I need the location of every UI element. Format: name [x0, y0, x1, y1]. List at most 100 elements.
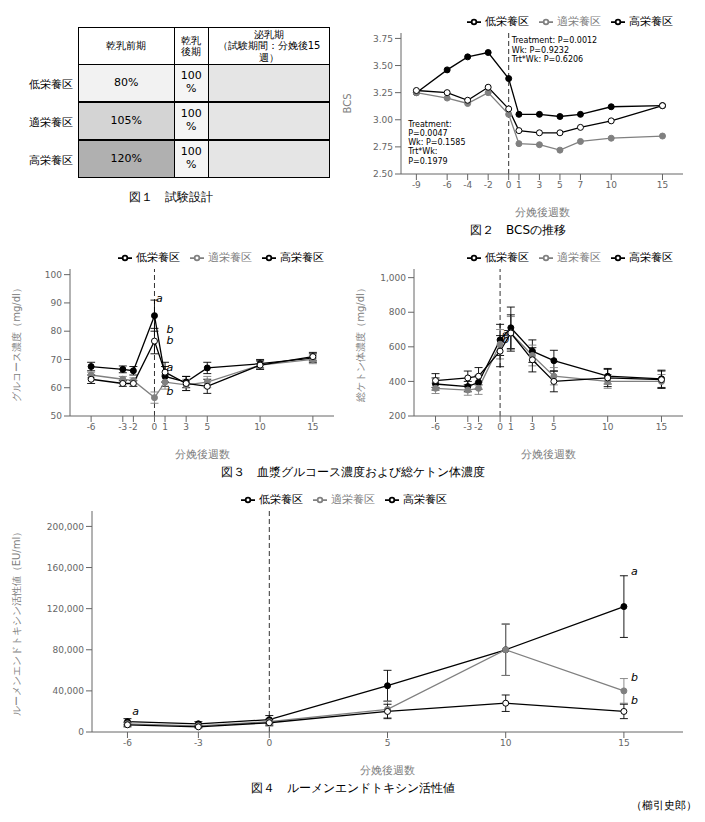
svg-text:-2: -2 [484, 180, 493, 190]
svg-text:0: 0 [497, 422, 503, 432]
svg-text:80: 80 [51, 326, 63, 336]
html-text:低栄養区: 低栄養区 [136, 251, 180, 264]
svg-text:分娩後週数: 分娩後週数 [360, 764, 415, 777]
svg-text:15: 15 [657, 180, 668, 190]
svg-text:3: 3 [183, 422, 189, 432]
svg-text:-3: -3 [118, 422, 127, 432]
svg-text:b: b [631, 694, 638, 707]
html-text:100 %: 100 % [180, 69, 202, 95]
svg-text:2.75: 2.75 [373, 142, 393, 152]
svg-text:3.25: 3.25 [373, 88, 393, 98]
html-text:100 %: 100 % [180, 145, 202, 171]
svg-text:50: 50 [51, 411, 63, 421]
svg-text:-4: -4 [463, 180, 472, 190]
svg-text:200: 200 [389, 411, 406, 421]
svg-text:ルーメンエンドトキシン活性値（EU/ml）: ルーメンエンドトキシン活性値（EU/ml） [11, 527, 22, 717]
svg-text:7: 7 [578, 180, 584, 190]
svg-text:-2: -2 [129, 422, 138, 432]
svg-text:5: 5 [557, 180, 563, 190]
svg-text:3.00: 3.00 [373, 115, 393, 125]
svg-text:15: 15 [656, 422, 667, 432]
svg-text:3.50: 3.50 [373, 61, 393, 71]
html-text:80%: 80% [114, 75, 139, 89]
html-text:高栄養区: 高栄養区 [29, 153, 73, 167]
svg-text:-6: -6 [87, 422, 96, 432]
html-text:低栄養区: 低栄養区 [485, 251, 529, 264]
svg-text:3.75: 3.75 [373, 34, 393, 44]
svg-text:グルコース濃度（mg/dl）: グルコース濃度（mg/dl） [11, 283, 22, 402]
svg-text:b: b [167, 334, 174, 347]
svg-text:b: b [167, 385, 174, 398]
svg-text:0: 0 [152, 422, 158, 432]
html-text:適栄養区: 適栄養区 [557, 251, 601, 264]
svg-text:5: 5 [551, 422, 557, 432]
svg-text:分娩後週数: 分娩後週数 [521, 448, 576, 461]
svg-text:1,000: 1,000 [380, 273, 406, 283]
svg-text:60: 60 [51, 383, 63, 393]
html-text:図４ ルーメンエンドトキシン活性値: 図４ ルーメンエンドトキシン活性値 [250, 781, 455, 795]
svg-text:-3: -3 [194, 738, 203, 748]
html-text:図２ BCSの推移: 図２ BCSの推移 [470, 223, 566, 237]
svg-text:15: 15 [307, 422, 318, 432]
svg-text:90: 90 [51, 298, 63, 308]
svg-text:2.50: 2.50 [373, 169, 393, 179]
html-text:高栄養区: 高栄養区 [280, 251, 324, 264]
html-text:図１ 試験設計: 図１ 試験設計 [128, 190, 213, 204]
svg-text:10: 10 [602, 422, 614, 432]
html-text:120%: 120% [110, 151, 142, 165]
svg-text:総ケトン体濃度（mg/dl）: 総ケトン体濃度（mg/dl） [355, 283, 366, 403]
html-text:泌乳期 （試験期間：分娩後15週）: 泌乳期 （試験期間：分娩後15週） [217, 28, 321, 63]
svg-text:70: 70 [51, 355, 63, 365]
svg-text:-6: -6 [123, 738, 132, 748]
svg-text:0: 0 [506, 180, 512, 190]
html-text:高栄養区: 高栄養区 [629, 15, 673, 28]
svg-text:-2: -2 [474, 422, 483, 432]
svg-text:10: 10 [254, 422, 266, 432]
svg-text:分娩後週数: 分娩後週数 [175, 448, 230, 461]
svg-text:15: 15 [618, 738, 629, 748]
svg-text:40,000: 40,000 [53, 686, 85, 696]
svg-text:BCS: BCS [342, 93, 353, 113]
html-text:適栄養区: 適栄養区 [557, 15, 601, 28]
svg-text:160,000: 160,000 [47, 563, 84, 573]
html-text:100 %: 100 % [180, 107, 202, 133]
svg-text:100: 100 [45, 270, 62, 280]
svg-text:b: b [631, 671, 638, 684]
html-text:適栄養区: 適栄養区 [208, 251, 252, 264]
svg-text:-9: -9 [412, 180, 421, 190]
html-text:図３ 血漿グルコース濃度および総ケトン体濃度: 図３ 血漿グルコース濃度および総ケトン体濃度 [220, 465, 485, 479]
html-text:低栄養区: 低栄養区 [29, 77, 73, 91]
svg-text:3: 3 [537, 180, 543, 190]
svg-text:5: 5 [204, 422, 210, 432]
svg-text:1: 1 [508, 422, 514, 432]
svg-text:-3: -3 [463, 422, 472, 432]
svg-text:10: 10 [605, 180, 617, 190]
html-text:高栄養区: 高栄養区 [629, 251, 673, 264]
svg-text:1: 1 [162, 422, 168, 432]
svg-text:3: 3 [529, 422, 535, 432]
html-text:105%: 105% [110, 113, 142, 127]
svg-text:分娩後週数: 分娩後週数 [515, 206, 570, 219]
svg-text:0: 0 [266, 738, 272, 748]
html-text:適栄養区: 適栄養区 [29, 115, 73, 129]
html-text:低栄養区: 低栄養区 [258, 493, 303, 506]
svg-text:Treatment:P=0.0047Wk: P=0.1585: Treatment:P=0.0047Wk: P=0.1585Trt*Wk:P=0… [407, 119, 465, 165]
svg-text:a: a [132, 705, 139, 718]
svg-text:-6: -6 [431, 422, 440, 432]
svg-text:400: 400 [389, 377, 406, 387]
svg-text:10: 10 [500, 738, 512, 748]
svg-text:800: 800 [389, 307, 406, 317]
svg-text:a: a [156, 292, 163, 305]
svg-text:-6: -6 [443, 180, 452, 190]
svg-text:Treatment: P=0.0012Wk: P=0.923: Treatment: P=0.0012Wk: P=0.9232Trt*Wk: P… [511, 36, 597, 63]
svg-text:0: 0 [78, 727, 84, 737]
svg-text:1: 1 [516, 180, 522, 190]
svg-text:600: 600 [389, 342, 406, 352]
html-text:乾乳 後期: 乾乳 後期 [181, 34, 202, 57]
svg-text:5: 5 [385, 738, 391, 748]
html-text:低栄養区: 低栄養区 [485, 15, 529, 28]
svg-text:120,000: 120,000 [47, 604, 84, 614]
svg-text:80,000: 80,000 [53, 645, 85, 655]
svg-text:a: a [631, 565, 638, 578]
svg-text:200,000: 200,000 [47, 522, 84, 532]
